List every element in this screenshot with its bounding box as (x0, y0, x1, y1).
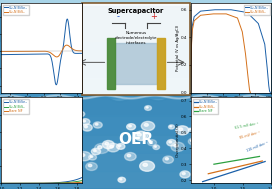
Legend: Cu₂NiBiSe₄, Cu₂NiBiS₄, Bare NF: Cu₂NiBiSe₄, Cu₂NiBiS₄, Bare NF (3, 99, 29, 114)
Circle shape (98, 146, 102, 149)
Circle shape (179, 128, 183, 131)
Circle shape (88, 164, 92, 167)
Text: -: - (117, 12, 120, 21)
Bar (0, 6, 272, 98)
Text: e⁻: e⁻ (72, 64, 78, 69)
Circle shape (105, 142, 109, 145)
Circle shape (75, 149, 77, 151)
Circle shape (134, 131, 148, 140)
Circle shape (141, 121, 154, 131)
Circle shape (148, 140, 156, 146)
Circle shape (146, 107, 148, 108)
Circle shape (93, 150, 96, 152)
Circle shape (91, 148, 101, 155)
Legend: Cu₂NiBiSe₄, Cu₂NiBiS₄: Cu₂NiBiSe₄, Cu₂NiBiS₄ (244, 5, 270, 15)
Bar (0, 78, 272, 135)
Circle shape (137, 133, 141, 136)
Y-axis label: Potential (V vs Ag/AgCl): Potential (V vs Ag/AgCl) (176, 25, 180, 71)
Circle shape (144, 123, 148, 126)
Circle shape (189, 129, 191, 130)
Circle shape (79, 113, 81, 114)
Circle shape (153, 145, 159, 149)
Circle shape (78, 152, 91, 161)
Circle shape (95, 123, 98, 125)
Bar (107, 38, 115, 89)
X-axis label: Potential (V vs Ag/AgCl): Potential (V vs Ag/AgCl) (18, 101, 65, 105)
Text: Supercapacitor: Supercapacitor (108, 8, 164, 14)
Text: 85 mV dec⁻¹: 85 mV dec⁻¹ (240, 130, 261, 140)
Circle shape (93, 122, 102, 128)
Text: Numerous
electrode/electrolyte
interfaces: Numerous electrode/electrolyte interface… (115, 31, 157, 45)
Text: OER: OER (118, 132, 154, 147)
Circle shape (81, 119, 90, 125)
Circle shape (167, 139, 176, 146)
Legend: Cu₂NiBiSe₄, Cu₂NiBiS₄, Bare NF: Cu₂NiBiSe₄, Cu₂NiBiS₄, Bare NF (193, 99, 218, 114)
Bar (0, 151, 272, 171)
Text: +: + (150, 12, 157, 21)
Circle shape (163, 156, 174, 163)
Circle shape (129, 125, 131, 127)
Bar (157, 38, 165, 89)
Circle shape (84, 126, 88, 128)
Circle shape (145, 106, 152, 110)
Circle shape (86, 163, 97, 170)
Circle shape (81, 154, 85, 156)
Circle shape (140, 161, 154, 171)
Text: 61.5 mV dec⁻¹: 61.5 mV dec⁻¹ (234, 122, 258, 130)
Circle shape (188, 138, 198, 145)
Circle shape (110, 145, 113, 148)
Circle shape (174, 144, 178, 147)
Circle shape (169, 141, 172, 143)
Circle shape (94, 143, 109, 153)
Bar (0, 42, 272, 116)
Circle shape (154, 146, 156, 147)
Y-axis label: Overpotential (V): Overpotential (V) (176, 123, 180, 157)
Bar (0, 115, 272, 153)
Text: 116 mV dec⁻¹: 116 mV dec⁻¹ (245, 140, 268, 153)
Circle shape (125, 153, 136, 160)
Circle shape (180, 171, 190, 178)
Circle shape (72, 148, 82, 154)
Circle shape (120, 178, 122, 180)
Circle shape (171, 142, 184, 152)
Circle shape (170, 126, 172, 127)
FancyBboxPatch shape (82, 3, 190, 95)
Text: e⁻: e⁻ (195, 64, 202, 69)
Bar (115, 43, 157, 84)
Circle shape (82, 124, 92, 131)
Circle shape (169, 125, 175, 129)
Circle shape (103, 140, 114, 149)
Circle shape (150, 141, 152, 143)
Circle shape (127, 124, 135, 130)
Circle shape (83, 120, 85, 122)
Circle shape (165, 158, 168, 160)
Circle shape (90, 156, 93, 157)
Circle shape (107, 143, 119, 152)
Circle shape (176, 126, 189, 135)
Circle shape (188, 128, 193, 131)
Circle shape (190, 140, 193, 142)
Circle shape (118, 145, 121, 146)
Circle shape (182, 173, 185, 175)
Circle shape (77, 112, 85, 117)
Legend: Cu₂NiBiSe₄, Cu₂NiBiS₄: Cu₂NiBiSe₄, Cu₂NiBiS₄ (3, 5, 29, 15)
Circle shape (117, 143, 125, 149)
X-axis label: Time (s): Time (s) (223, 101, 239, 105)
Circle shape (143, 163, 147, 166)
Circle shape (127, 154, 131, 157)
Circle shape (89, 155, 97, 160)
Circle shape (118, 177, 125, 182)
